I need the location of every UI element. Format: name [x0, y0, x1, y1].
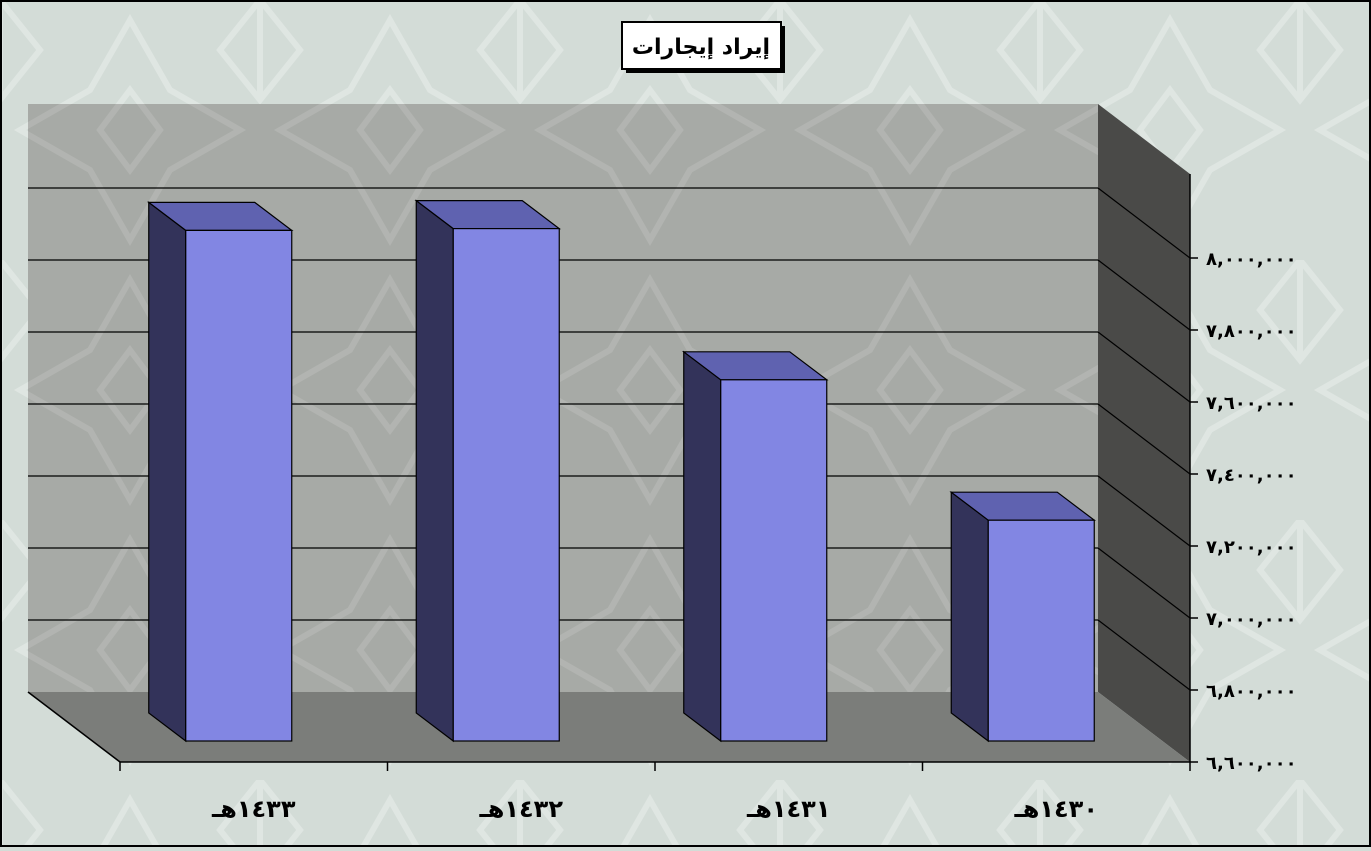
y-tick-label: ٦,٦٠٠,٠٠٠ — [1206, 753, 1297, 774]
x-tick-label: ١٤٣١هـ — [746, 795, 830, 823]
gridline-side — [1097, 475, 1191, 547]
y-tick-label: ٧,٢٠٠,٠٠٠ — [1206, 537, 1297, 558]
y-tick-label: ٧,٦٠٠,٠٠٠ — [1206, 393, 1297, 414]
y-tick-label: ٧,٠٠٠,٠٠٠ — [1206, 609, 1297, 630]
bar-side-face — [683, 350, 722, 743]
x-tick-label: ١٤٣٣هـ — [211, 795, 296, 823]
floor-left-edge — [27, 691, 121, 763]
bar-front-face — [185, 229, 293, 742]
gridline-side — [1097, 331, 1191, 403]
y-tick-label: ٧,٨٠٠,٠٠٠ — [1206, 321, 1297, 342]
y-tick-label: ٧,٤٠٠,٠٠٠ — [1206, 465, 1297, 486]
bar — [681, 350, 829, 743]
bar-side-face — [415, 199, 454, 743]
bar — [146, 201, 294, 743]
x-tick-label: ١٤٣٠هـ — [1014, 795, 1098, 823]
floor — [28, 692, 1190, 762]
bar-front-face — [452, 228, 560, 742]
gridline-side — [1097, 619, 1191, 691]
bar-front-face — [720, 379, 828, 742]
bar — [414, 199, 562, 743]
gridline-side — [1097, 187, 1191, 259]
chart-title-box: إيراد إيجارات — [621, 21, 785, 73]
bar — [949, 490, 1097, 743]
bars — [146, 199, 1097, 743]
gridline-side — [1097, 403, 1191, 475]
gridline-side — [1097, 547, 1191, 619]
x-tick-labels: ١٤٣٣هـ ١٤٣٢هـ ١٤٣١هـ ١٤٣٠هـ — [119, 762, 1191, 823]
gridline-side — [1097, 259, 1191, 331]
x-tick-label: ١٤٣٢هـ — [479, 795, 564, 823]
bar-side-face — [950, 490, 989, 743]
y-tick-labels: ٦,٦٠٠,٠٠٠ ٦,٨٠٠,٠٠٠ ٧,٠٠٠,٠٠٠ ٧,٢٠٠,٠٠٠ ٧,٤٠… — [1190, 249, 1297, 774]
chart-title: إيراد إيجارات — [632, 35, 770, 60]
bar-side-face — [148, 201, 187, 743]
y-tick-label: ٨,٠٠٠,٠٠٠ — [1206, 249, 1297, 270]
side-wall — [1098, 104, 1190, 762]
bar-front-face — [987, 519, 1095, 742]
y-tick-label: ٦,٨٠٠,٠٠٠ — [1206, 681, 1297, 702]
